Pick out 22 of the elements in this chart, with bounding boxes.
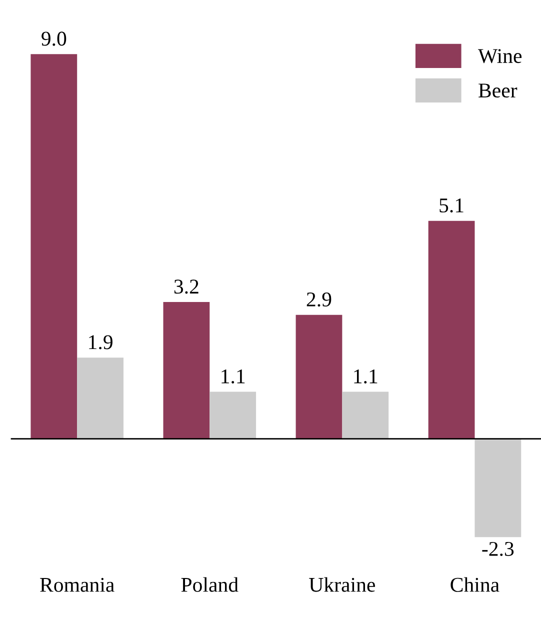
data-label: 3.2 xyxy=(174,280,198,294)
bar xyxy=(210,392,256,439)
legend-label: Wine xyxy=(478,49,522,64)
data-label: 9.0 xyxy=(42,32,66,46)
bar xyxy=(163,302,210,439)
data-label: 5.1 xyxy=(440,198,464,213)
bar xyxy=(474,438,522,538)
legend-label: Beer xyxy=(478,84,518,98)
data-label: 2.9 xyxy=(306,292,332,307)
data-label: 1.1 xyxy=(222,369,245,384)
bar xyxy=(296,314,342,439)
data-label: -2.3 xyxy=(482,542,514,556)
bar xyxy=(30,54,78,439)
data-label: 1.9 xyxy=(89,335,112,350)
data-label: 1.1 xyxy=(354,369,378,384)
bar xyxy=(428,220,475,439)
x-tick-label: China xyxy=(450,577,500,592)
x-tick-label: Ukraine xyxy=(309,577,376,592)
bar xyxy=(342,392,389,439)
x-tick-label: Poland xyxy=(181,577,238,592)
x-tick-label: Romania xyxy=(40,578,114,592)
bar xyxy=(77,358,124,439)
